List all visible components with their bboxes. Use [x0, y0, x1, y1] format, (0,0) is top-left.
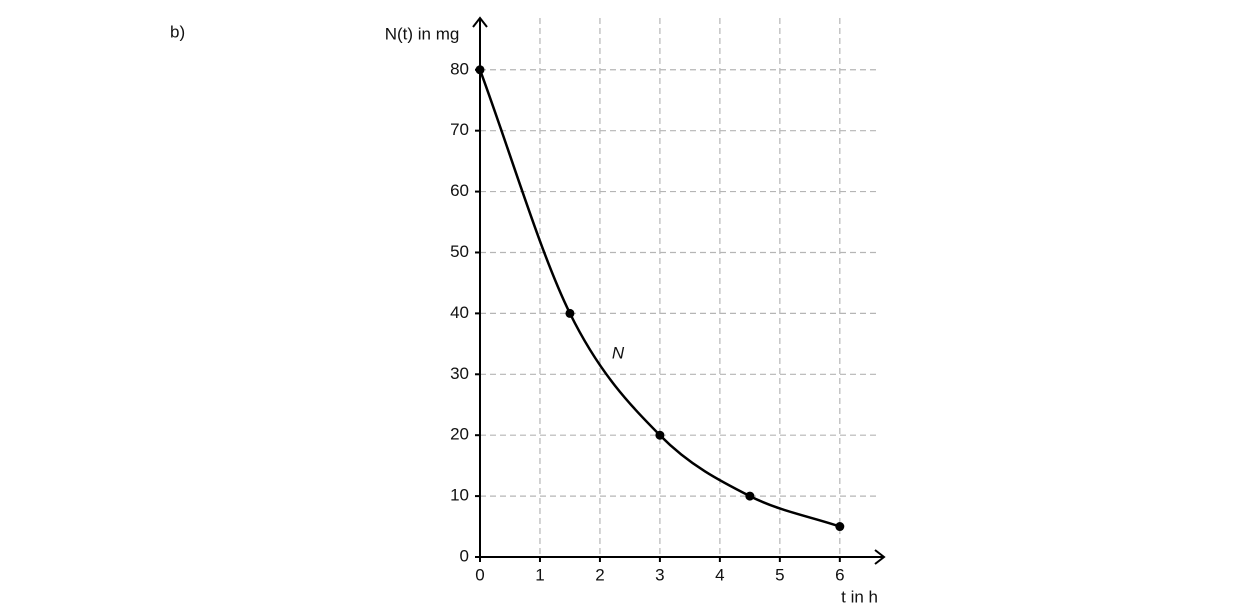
y-tick-label: 50	[450, 242, 469, 261]
y-tick-label: 0	[460, 546, 469, 565]
y-tick-label: 80	[450, 59, 469, 78]
y-axis-label: N(t) in mg	[385, 24, 460, 43]
point	[835, 522, 845, 532]
curve-label: N	[612, 343, 625, 362]
point	[745, 491, 755, 501]
x-tick-label: 0	[475, 565, 484, 584]
x-tick-label: 5	[775, 565, 784, 584]
x-axis-arrow	[874, 549, 886, 565]
point	[565, 308, 575, 318]
y-axis-arrow	[472, 16, 488, 28]
x-tick-label: 3	[655, 565, 664, 584]
x-tick-label: 6	[835, 565, 844, 584]
y-tick-label: 20	[450, 425, 469, 444]
y-tick-label: 10	[450, 486, 469, 505]
point	[475, 65, 485, 75]
x-axis-label: t in h	[841, 587, 878, 606]
y-tick-label: 40	[450, 303, 469, 322]
y-tick-label: 60	[450, 181, 469, 200]
x-tick-label: 1	[535, 565, 544, 584]
curve	[478, 69, 841, 528]
part-label: b)	[170, 22, 185, 41]
y-tick-label: 70	[450, 120, 469, 139]
x-tick-label: 2	[595, 565, 604, 584]
x-tick-label: 4	[715, 565, 724, 584]
y-tick-label: 30	[450, 364, 469, 383]
point	[655, 430, 665, 440]
